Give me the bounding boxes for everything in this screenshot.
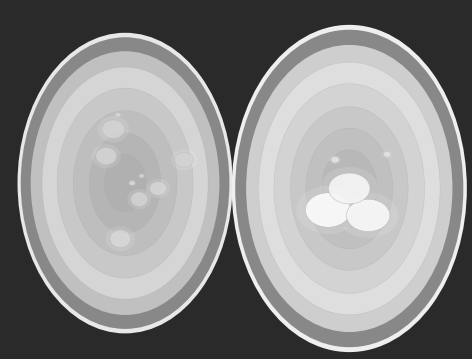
Ellipse shape xyxy=(73,111,177,256)
Ellipse shape xyxy=(110,230,131,248)
Ellipse shape xyxy=(96,148,117,165)
Ellipse shape xyxy=(320,167,379,210)
Ellipse shape xyxy=(97,116,129,142)
Ellipse shape xyxy=(259,62,440,315)
Ellipse shape xyxy=(296,186,360,234)
Ellipse shape xyxy=(290,107,408,270)
Ellipse shape xyxy=(232,25,467,352)
Ellipse shape xyxy=(235,30,464,347)
Ellipse shape xyxy=(246,45,453,332)
Ellipse shape xyxy=(175,152,194,167)
Ellipse shape xyxy=(106,226,135,251)
Ellipse shape xyxy=(146,179,170,198)
Ellipse shape xyxy=(89,133,161,233)
Ellipse shape xyxy=(383,151,391,157)
Ellipse shape xyxy=(138,173,145,178)
Ellipse shape xyxy=(331,157,339,163)
Ellipse shape xyxy=(274,84,425,293)
Ellipse shape xyxy=(102,120,125,139)
Ellipse shape xyxy=(139,174,144,178)
Ellipse shape xyxy=(92,144,121,168)
Ellipse shape xyxy=(150,182,167,195)
Ellipse shape xyxy=(21,37,229,329)
Ellipse shape xyxy=(329,155,341,164)
Ellipse shape xyxy=(131,192,148,206)
Ellipse shape xyxy=(129,181,135,185)
Ellipse shape xyxy=(42,67,208,299)
Ellipse shape xyxy=(329,173,370,204)
Ellipse shape xyxy=(116,113,120,117)
Ellipse shape xyxy=(115,112,121,117)
Ellipse shape xyxy=(57,88,193,278)
Ellipse shape xyxy=(306,128,393,249)
Ellipse shape xyxy=(127,189,151,209)
Ellipse shape xyxy=(128,180,136,186)
Ellipse shape xyxy=(338,193,398,238)
Ellipse shape xyxy=(321,150,377,227)
Ellipse shape xyxy=(104,154,146,212)
Ellipse shape xyxy=(305,193,351,227)
Ellipse shape xyxy=(171,149,197,170)
Ellipse shape xyxy=(17,33,233,334)
Ellipse shape xyxy=(382,150,392,158)
Ellipse shape xyxy=(346,199,390,232)
Ellipse shape xyxy=(31,51,219,315)
